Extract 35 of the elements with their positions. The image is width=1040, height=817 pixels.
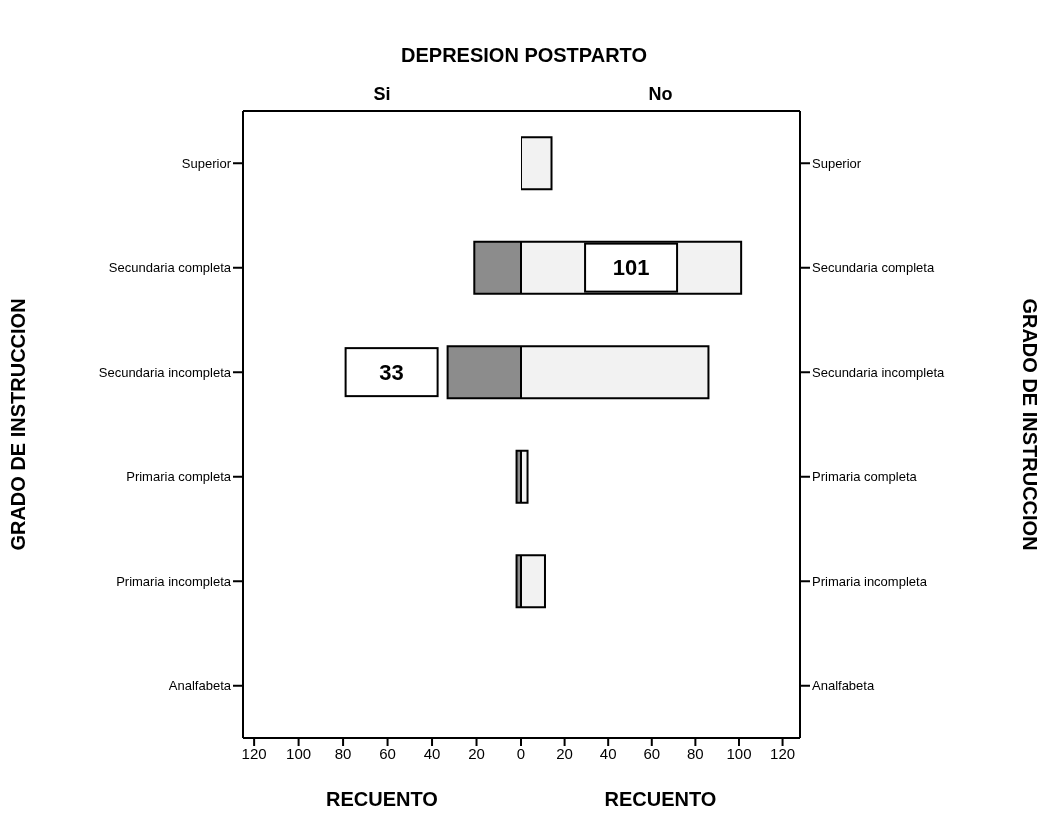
- x-tick-label: 40: [599, 744, 617, 762]
- y-tick-label: Analfabeta: [168, 678, 232, 694]
- y-tick-label: Superior: [812, 155, 862, 171]
- x-tick-label: 40: [423, 744, 441, 762]
- x-tick-label: 80: [334, 744, 352, 762]
- chart-subtitle: No: [647, 84, 674, 106]
- chart-title: DEPRESION POSTPARTO: [401, 44, 647, 66]
- data-label: 101: [612, 255, 650, 281]
- x-tick-label: 80: [687, 744, 704, 762]
- y-tick-label: Analfabeta: [812, 678, 875, 694]
- chart-subtitle: Si: [372, 84, 392, 106]
- y-tick-label: Superior: [181, 155, 232, 171]
- y-tick-label: Secundaria incompleta: [98, 364, 232, 380]
- x-tick-label: 60: [643, 744, 661, 762]
- x-tick-label: 0: [516, 744, 526, 762]
- x-tick-label: 120: [770, 744, 796, 762]
- x-tick-label: 20: [556, 744, 573, 762]
- y-axis-title: GRADO DE INSTRUCCION: [7, 298, 30, 551]
- y-tick-label: Secundaria incompleta: [812, 364, 946, 380]
- x-tick-label: 120: [241, 744, 267, 762]
- y-tick-label: Secundaria completa: [108, 260, 232, 276]
- x-tick-label: 100: [286, 744, 312, 762]
- x-tick-label: 60: [379, 744, 396, 762]
- x-axis-title: RECUENTO: [326, 788, 438, 810]
- y-tick-label: Primaria incompleta: [116, 573, 232, 589]
- y-axis-title: GRADO DE INSTRUCCION: [1018, 298, 1040, 551]
- y-tick-label: Primaria incompleta: [812, 573, 928, 589]
- y-tick-label: Primaria completa: [126, 469, 232, 485]
- y-tick-label: Secundaria completa: [812, 260, 935, 276]
- data-label: 33: [379, 359, 404, 385]
- bar: [521, 136, 553, 191]
- x-axis-title: RECUENTO: [604, 788, 717, 810]
- x-tick-label: 100: [726, 744, 752, 762]
- y-tick-label: Primaria completa: [812, 469, 918, 485]
- x-tick-label: 20: [468, 744, 485, 762]
